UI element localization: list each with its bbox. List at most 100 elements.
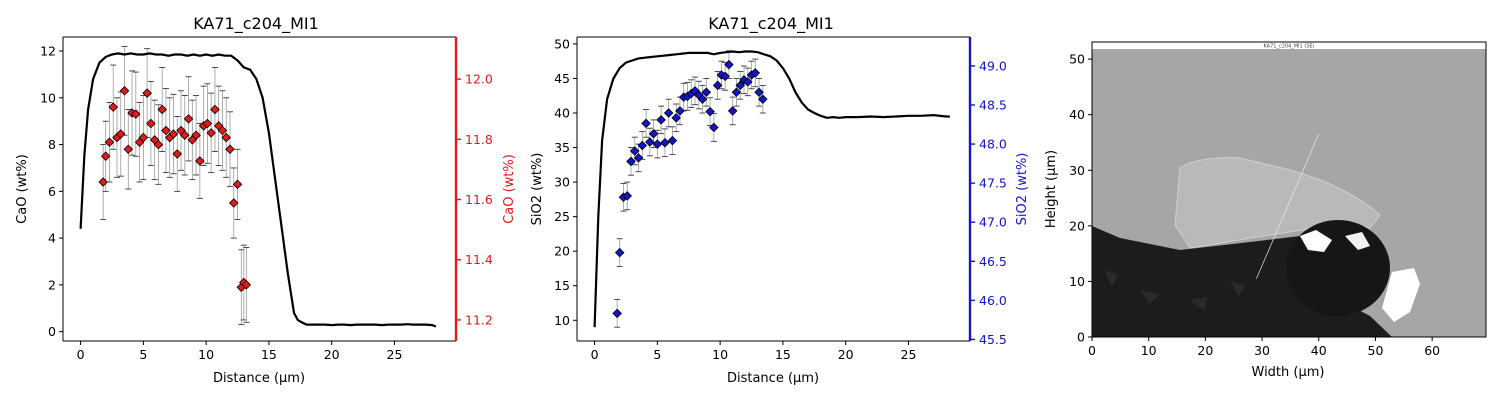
y-tick-label: 35 <box>554 140 570 155</box>
x-ticks: 0 5 10 15 20 25 <box>77 341 403 362</box>
data-point <box>663 108 674 118</box>
data-point <box>180 130 190 140</box>
bright-phase <box>1300 230 1332 252</box>
x-tick-label: 40 <box>1311 343 1327 358</box>
x-tick-label: 10 <box>1141 343 1157 358</box>
image-caption-bar <box>1092 42 1486 49</box>
plot-area <box>577 37 970 341</box>
data-point <box>115 129 126 139</box>
y-axis-label: CaO (wt%) <box>15 154 30 224</box>
x-tick-label: 15 <box>261 347 277 362</box>
data-point <box>168 129 179 139</box>
y-right-ticks: 11.2 11.4 11.6 11.8 12.0 <box>456 72 493 327</box>
data-point <box>108 102 118 112</box>
y-tick-label: 20 <box>1069 218 1085 233</box>
data-point <box>100 151 111 162</box>
plot-area <box>63 37 456 341</box>
x-axis-label: Distance (µm) <box>727 371 819 386</box>
data-point <box>202 118 213 129</box>
y-right-tick-label: 48.5 <box>979 97 1007 112</box>
data-point <box>667 135 678 146</box>
y-tick-label: 15 <box>554 278 570 293</box>
vapor-bubble <box>1286 220 1390 316</box>
y-right-tick-label: 45.5 <box>979 332 1007 347</box>
data-point <box>622 191 632 201</box>
y-tick-label: 4 <box>48 231 56 246</box>
data-point <box>614 247 625 258</box>
data-point <box>191 130 201 140</box>
data-point <box>195 156 205 166</box>
y-right-ticks: 45.5 46.0 46.5 47.0 47.5 48.0 48.5 49.0 <box>970 58 1007 347</box>
data-point <box>633 153 644 163</box>
data-point <box>675 106 685 116</box>
y-tick-label: 40 <box>554 106 570 121</box>
data-point <box>709 122 719 133</box>
x-tick-label: 20 <box>324 347 340 362</box>
data-point <box>705 106 715 117</box>
x-tick-label: 10 <box>198 347 214 362</box>
x-tick-label: 5 <box>653 347 661 362</box>
data-point <box>157 104 167 115</box>
y-right-tick-label: 11.8 <box>465 132 493 147</box>
data-point <box>645 137 655 147</box>
data-point <box>641 118 651 129</box>
x-tick-label: 25 <box>901 347 917 362</box>
x-tick-label: 50 <box>1368 343 1384 358</box>
data-point <box>742 77 753 87</box>
data-point <box>720 71 730 82</box>
x-tick-label: 60 <box>1424 343 1440 358</box>
data-point <box>701 87 712 98</box>
data-point <box>626 156 636 167</box>
sio2-profile-chart: KA71_c204_MI1 0 5 10 15 20 25 10 15 20 25 30 35 40 4… <box>530 14 1030 386</box>
y-right-tick-label: 46.5 <box>979 254 1007 269</box>
data-point <box>161 125 171 136</box>
x-tick-label: 25 <box>387 347 403 362</box>
traverse-line <box>1256 134 1320 279</box>
data-point <box>104 137 115 147</box>
x-tick-label: 20 <box>838 347 854 362</box>
x-ticks: 0 5 10 15 20 25 <box>591 341 917 362</box>
y-right-tick-label: 11.6 <box>465 192 493 207</box>
y-ticks: 0 2 4 6 8 10 12 <box>40 44 63 339</box>
y-tick-label: 2 <box>48 277 56 292</box>
y-tick-label: 50 <box>554 36 570 51</box>
x-tick-label: 0 <box>591 347 599 362</box>
x-tick-label: 30 <box>1254 343 1270 358</box>
x-axis-label: Distance (µm) <box>213 371 305 386</box>
chart-title: KA71_c204_MI1 <box>708 14 834 34</box>
image-frame <box>1091 41 1487 338</box>
y-right-tick-label: 48.0 <box>979 137 1007 152</box>
y-right-tick-label: 12.0 <box>465 72 493 87</box>
data-point <box>228 198 239 208</box>
y-tick-label: 40 <box>1069 107 1085 122</box>
data-point <box>724 59 734 70</box>
data-point <box>656 115 666 125</box>
x-tick-label: 0 <box>77 347 85 362</box>
data-point <box>660 137 670 148</box>
sio2-profile-line <box>593 50 950 328</box>
chart-title: KA71_c204_MI1 <box>193 14 319 34</box>
y-tick-label: 6 <box>48 184 56 199</box>
y-right-tick-label: 46.0 <box>979 293 1007 308</box>
sio2-points <box>612 59 768 319</box>
data-point <box>225 144 235 155</box>
x-tick-label: 10 <box>712 347 728 362</box>
y-axis-label: SiO2 (wt%) <box>530 153 545 226</box>
x-tick-label: 15 <box>775 347 791 362</box>
y-tick-label: 45 <box>554 71 570 86</box>
y-tick-label: 30 <box>1069 163 1085 178</box>
y-right-axis-label: CaO (wt%) <box>502 154 517 224</box>
y-right-tick-label: 11.2 <box>465 312 493 327</box>
data-point <box>210 104 220 115</box>
data-point <box>612 308 622 319</box>
sem-image-panel: KA71_c204_MI1 (SE) 0 10 20 30 40 50 60 0 10 20 30… <box>1044 41 1487 380</box>
y-right-tick-label: 11.4 <box>465 252 493 267</box>
sem-image: KA71_c204_MI1 (SE) <box>1092 42 1486 337</box>
y-tick-label: 10 <box>554 313 570 328</box>
y-tick-label: 10 <box>1069 274 1085 289</box>
y-ticks: 10 15 20 25 30 35 40 45 50 <box>554 36 577 328</box>
data-point <box>731 87 742 98</box>
data-point <box>727 106 738 116</box>
